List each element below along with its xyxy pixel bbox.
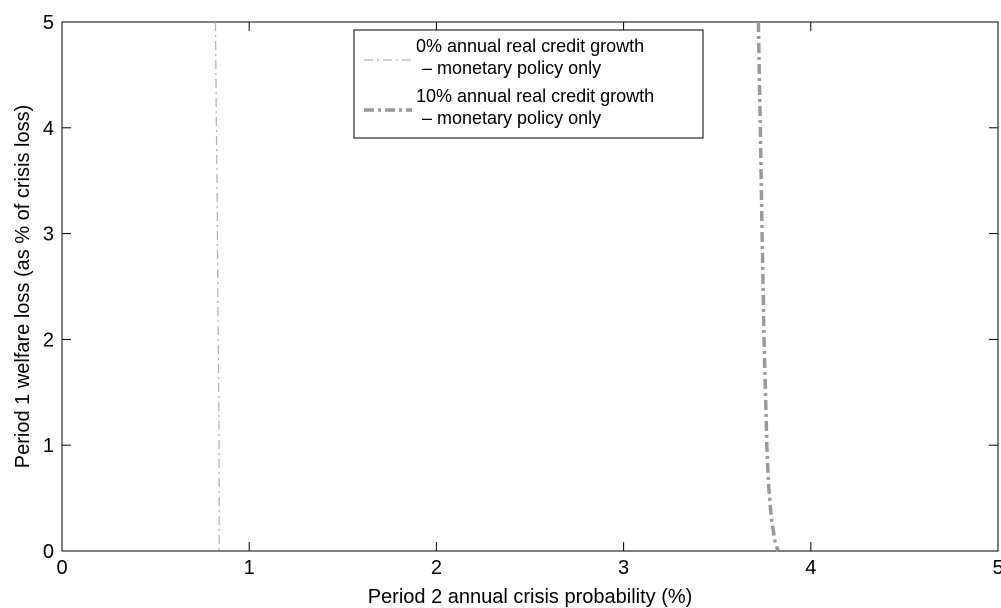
y-tick-label: 2 — [43, 329, 54, 351]
legend-box — [353, 29, 704, 139]
legend: 0% annual real credit growth– monetary p… — [353, 29, 704, 139]
y-tick-label: 4 — [43, 118, 54, 140]
series-line-1 — [214, 21, 220, 552]
x-tick-label: 5 — [992, 557, 1001, 579]
y-tick-label: 1 — [43, 435, 54, 457]
legend-label-1-line-2: – monetary policy only — [422, 58, 601, 78]
series-layer — [214, 21, 780, 552]
legend-label-2-line-2: – monetary policy only — [422, 108, 601, 128]
y-axis-label: Period 1 welfare loss (as % of crisis lo… — [12, 105, 34, 468]
x-tick-label: 1 — [244, 557, 255, 579]
x-tick-label: 2 — [431, 557, 442, 579]
x-tick-label: 3 — [618, 557, 629, 579]
y-tick-label: 3 — [43, 224, 54, 246]
y-tick-label: 0 — [43, 541, 54, 563]
x-axis-label: Period 2 annual crisis probability (%) — [368, 586, 693, 608]
ticks-layer: 0 1 2 3 4 5 0 1 2 3 4 5 — [43, 12, 1001, 579]
x-tick-label: 0 — [56, 557, 67, 579]
legend-label-2-line-1: 10% annual real credit growth — [416, 86, 654, 106]
y-tick-label: 5 — [43, 12, 54, 34]
legend-label-1-line-1: 0% annual real credit growth — [416, 36, 644, 56]
series-line-2 — [756, 21, 780, 552]
x-tick-label: 4 — [805, 557, 816, 579]
